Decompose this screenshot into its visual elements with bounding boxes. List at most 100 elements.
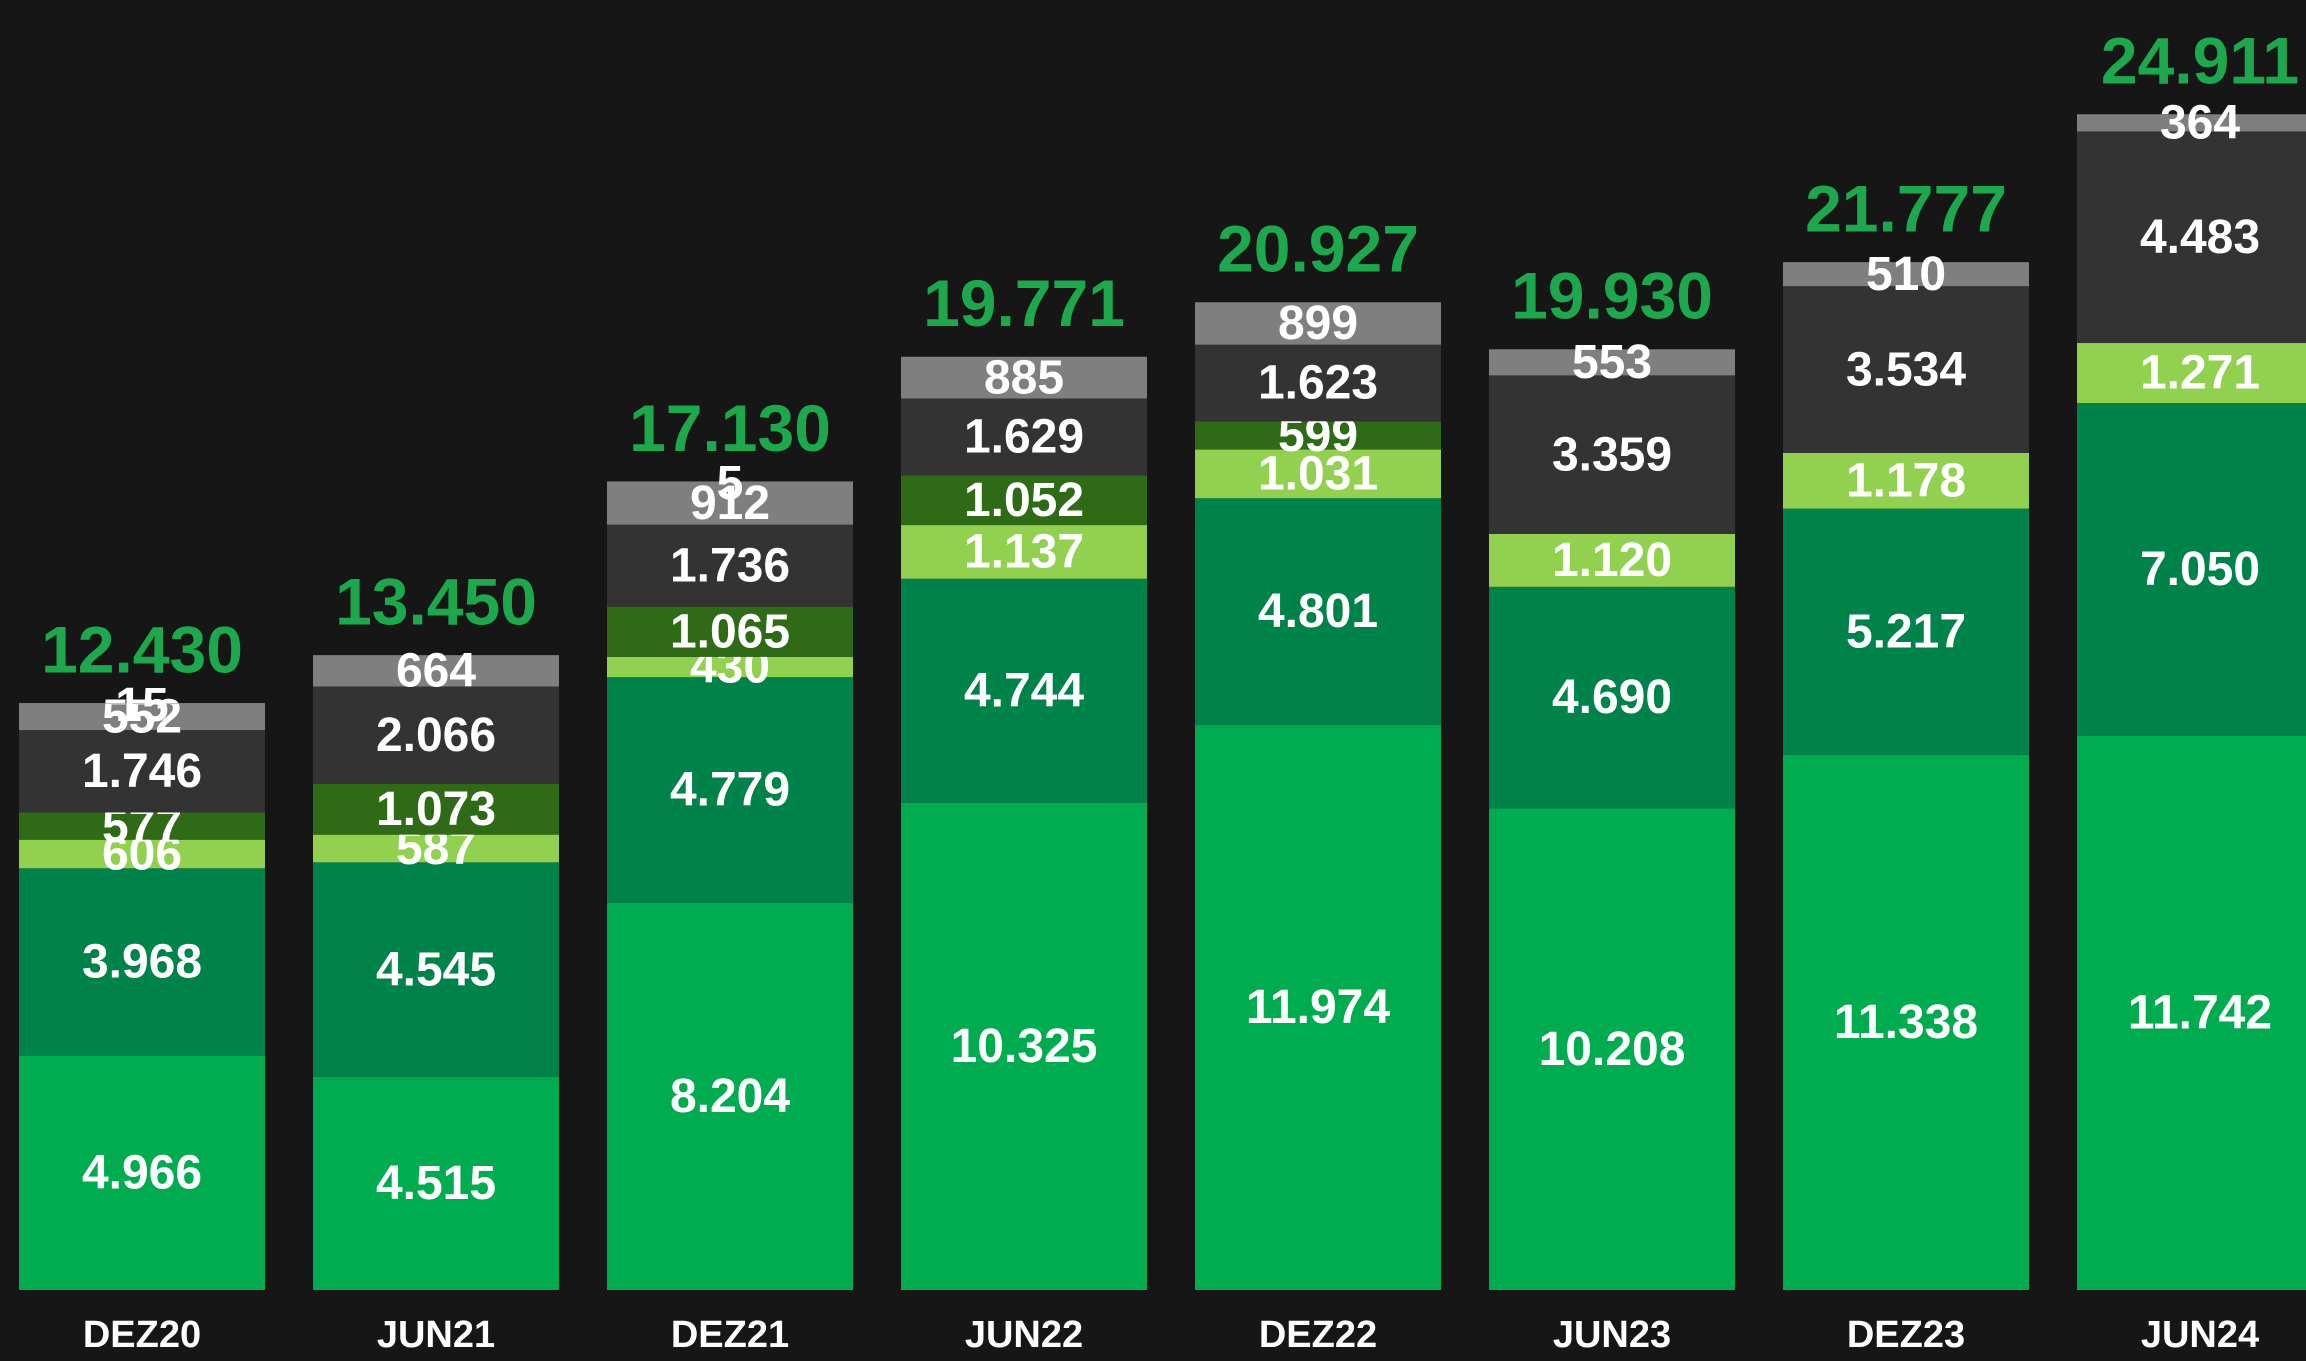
- segment-label: 1.137: [964, 526, 1084, 579]
- total-label: 19.771: [923, 266, 1125, 340]
- bar-segment: [1489, 349, 1735, 376]
- bar-segment: [607, 524, 853, 607]
- x-tick-label: JUN21: [377, 1314, 495, 1356]
- segment-label: 4.801: [1258, 585, 1378, 638]
- total-label: 20.927: [1217, 212, 1419, 286]
- segment-label: 10.208: [1539, 1023, 1686, 1076]
- segment-label: 4.779: [670, 764, 790, 817]
- segment-label: 15: [115, 679, 168, 732]
- bar-segment: [901, 475, 1147, 526]
- segment-label: 3.968: [82, 936, 202, 989]
- bar-segment: [2077, 403, 2306, 736]
- x-tick-label: JUN22: [965, 1314, 1083, 1356]
- total-label: 24.911: [2101, 24, 2299, 98]
- segment-label: 10.325: [951, 1020, 1098, 1073]
- bar-segment: [901, 356, 1147, 399]
- bar-segment: [901, 802, 1147, 1290]
- segment-label: 912: [690, 477, 770, 530]
- segment-label: 1.178: [1846, 454, 1966, 507]
- segment-label: 3.359: [1552, 428, 1672, 481]
- bar-segment: [1195, 498, 1441, 725]
- bar-segment: [1489, 375, 1735, 534]
- bar-segment: [1195, 724, 1441, 1290]
- bar-segment: [901, 398, 1147, 476]
- bar-segment: [1783, 286, 2029, 454]
- segment-label: 8.204: [670, 1070, 790, 1123]
- bar-segment: [19, 704, 265, 731]
- total-label: 12.430: [41, 613, 243, 687]
- segment-label: 553: [1572, 336, 1652, 389]
- segment-label: 11.974: [1246, 981, 1390, 1034]
- bar-segment: [19, 868, 265, 1056]
- bar-segment: [1783, 262, 2029, 287]
- bar-segment: [19, 703, 265, 705]
- bar-segment: [607, 606, 853, 657]
- bar-segment: [313, 655, 559, 687]
- bar-segment: [2077, 114, 2306, 132]
- bar-segment: [1195, 449, 1441, 499]
- bar-segment: [1489, 533, 1735, 587]
- x-tick-label: DEZ21: [671, 1314, 789, 1356]
- segment-label: 1.065: [670, 605, 790, 658]
- bar-segment: [19, 839, 265, 869]
- segment-label: 1.073: [376, 783, 496, 836]
- bar-segment: [1783, 508, 2029, 755]
- segment-label: 11.338: [1834, 996, 1978, 1049]
- bar-segment: [19, 730, 265, 813]
- segment-label: 1.120: [1552, 534, 1672, 587]
- bar-segment: [607, 677, 853, 903]
- segment-label: 1.629: [964, 411, 1084, 464]
- bar-segment: [313, 1076, 559, 1290]
- segment-label: 4.744: [964, 664, 1084, 717]
- bar-segment: [2077, 735, 2306, 1290]
- x-tick-label: DEZ22: [1259, 1314, 1377, 1356]
- segment-label: 1.746: [82, 745, 202, 798]
- segment-label: 885: [984, 351, 1064, 404]
- bar-segment: [607, 656, 853, 678]
- bar-segment: [901, 525, 1147, 579]
- segment-label: 7.050: [2140, 543, 2260, 596]
- segment-label: 3.534: [1846, 343, 1966, 396]
- total-label: 21.777: [1805, 172, 2007, 246]
- x-tick-label: DEZ20: [83, 1314, 201, 1356]
- bar-segment: [607, 481, 853, 525]
- segment-label: 1.031: [1258, 448, 1378, 501]
- segment-label: 510: [1866, 248, 1946, 301]
- segment-label: 2.066: [376, 709, 496, 762]
- segment-label: 1.736: [670, 539, 790, 592]
- segment-label: 4.483: [2140, 211, 2260, 264]
- bar-segment: [313, 784, 559, 835]
- total-label: 17.130: [629, 391, 831, 465]
- bar-segment: [1489, 586, 1735, 809]
- bar-segment: [313, 686, 559, 785]
- bar-segment: [1195, 302, 1441, 345]
- total-label: 19.930: [1511, 259, 1713, 333]
- bar-segment: [1783, 754, 2029, 1290]
- segment-label: 1.052: [964, 474, 1084, 527]
- bar-segment: [313, 862, 559, 1077]
- bar-segment: [901, 578, 1147, 803]
- segment-label: 1.271: [2140, 347, 2260, 400]
- bar-segment: [1783, 453, 2029, 509]
- x-tick-label: JUN23: [1553, 1314, 1671, 1356]
- bar-segment: [1489, 808, 1735, 1290]
- bar-segment: [19, 1055, 265, 1290]
- x-tick-label: JUN24: [2141, 1314, 2259, 1356]
- segment-label: 4.690: [1552, 671, 1672, 724]
- segment-label: 11.742: [2128, 987, 2272, 1040]
- bar-segment: [2077, 131, 2306, 344]
- segment-label: 552: [102, 691, 182, 744]
- bar-segment: [313, 834, 559, 863]
- bar-segment: [2077, 343, 2306, 404]
- x-tick-label: DEZ23: [1847, 1314, 1965, 1356]
- bar-segment: [607, 902, 853, 1290]
- segment-label: 364: [2160, 97, 2240, 150]
- segment-label: 5: [717, 457, 744, 510]
- bar-segment: [19, 812, 265, 840]
- segment-label: 664: [396, 645, 476, 698]
- segment-label: 4.966: [82, 1146, 202, 1199]
- segment-label: 899: [1278, 297, 1358, 350]
- segment-label: 4.545: [376, 943, 496, 996]
- segment-label: 1.623: [1258, 357, 1378, 410]
